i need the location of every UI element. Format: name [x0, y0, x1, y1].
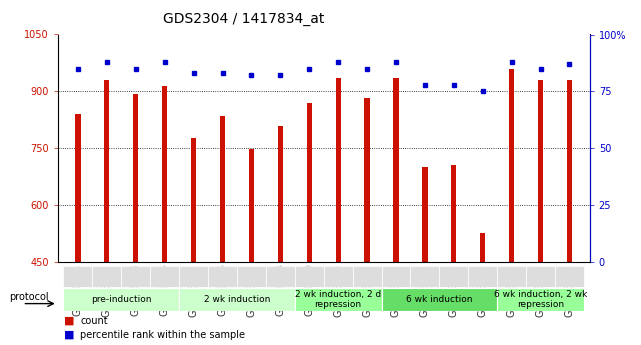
Bar: [469, 266, 497, 287]
Bar: [422, 167, 428, 262]
Bar: [353, 266, 381, 287]
Bar: [179, 266, 208, 287]
Bar: [497, 266, 526, 287]
Bar: [104, 80, 110, 262]
Bar: [121, 266, 150, 287]
Bar: [365, 98, 370, 262]
Text: 2 wk induction: 2 wk induction: [204, 295, 270, 304]
Bar: [394, 78, 399, 262]
Bar: [63, 266, 92, 287]
Bar: [63, 288, 179, 310]
Bar: [439, 266, 469, 287]
Text: GDS2304 / 1417834_at: GDS2304 / 1417834_at: [163, 12, 324, 26]
Bar: [538, 80, 543, 262]
Bar: [509, 69, 514, 262]
Bar: [567, 80, 572, 262]
Bar: [381, 266, 410, 287]
Text: count: count: [80, 316, 108, 326]
Bar: [324, 266, 353, 287]
Bar: [497, 288, 584, 310]
Bar: [526, 266, 555, 287]
Text: ■: ■: [64, 330, 74, 339]
Bar: [249, 149, 254, 262]
Bar: [306, 103, 312, 262]
Bar: [76, 114, 81, 262]
Bar: [162, 87, 167, 262]
Bar: [150, 266, 179, 287]
Text: protocol: protocol: [10, 292, 49, 302]
Bar: [451, 166, 456, 262]
Bar: [220, 116, 225, 262]
Bar: [335, 78, 341, 262]
Bar: [381, 288, 497, 310]
Bar: [266, 266, 295, 287]
Text: 2 wk induction, 2 d
repression: 2 wk induction, 2 d repression: [295, 289, 381, 309]
Bar: [295, 266, 324, 287]
Bar: [278, 126, 283, 262]
Bar: [208, 266, 237, 287]
Bar: [410, 266, 439, 287]
Bar: [179, 288, 295, 310]
Bar: [480, 233, 485, 262]
Bar: [133, 94, 138, 262]
Text: percentile rank within the sample: percentile rank within the sample: [80, 330, 245, 339]
Bar: [295, 288, 381, 310]
Bar: [555, 266, 584, 287]
Bar: [191, 138, 196, 262]
Text: pre-induction: pre-induction: [91, 295, 151, 304]
Text: 6 wk induction, 2 wk
repression: 6 wk induction, 2 wk repression: [494, 289, 587, 309]
Text: 6 wk induction: 6 wk induction: [406, 295, 472, 304]
Bar: [237, 266, 266, 287]
Bar: [92, 266, 121, 287]
Text: ■: ■: [64, 316, 74, 326]
